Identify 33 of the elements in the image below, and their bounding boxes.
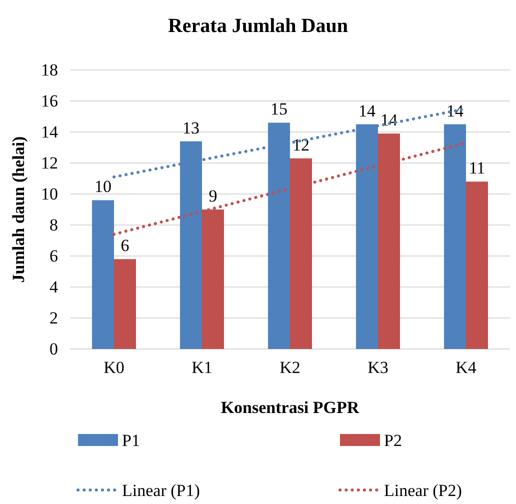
y-tick-label: 18 (41, 60, 58, 80)
y-tick-label: 2 (50, 308, 58, 328)
bar (466, 182, 488, 349)
y-tick-label: 12 (41, 153, 58, 172)
bar (114, 259, 136, 349)
y-tick-label: 10 (41, 184, 58, 204)
x-axis-title: Konsentrasi PGPR (220, 398, 360, 417)
data-label: 10 (94, 177, 112, 196)
y-tick-label: 6 (50, 246, 58, 266)
legend-label: P1 (122, 431, 140, 450)
x-tick-label: K1 (192, 358, 212, 378)
data-label: 15 (270, 100, 288, 119)
x-tick-label: K3 (368, 358, 388, 378)
chart-title: Rerata Jumlah Daun (168, 15, 348, 37)
x-tick-label: K4 (456, 358, 477, 378)
data-label: 13 (182, 118, 200, 138)
data-label: 11 (468, 158, 486, 178)
x-tick-label: K2 (280, 358, 300, 378)
data-label: 9 (208, 186, 218, 206)
bar (444, 124, 466, 349)
y-axis-title: Jumlah daun (helai) (9, 136, 28, 283)
y-tick-label: 16 (41, 91, 58, 110)
legend-label: Linear (P2) (384, 481, 462, 500)
data-label: 6 (120, 236, 130, 256)
y-tick-label: 14 (41, 122, 58, 142)
y-tick-label: 4 (50, 277, 58, 296)
data-label: 14 (358, 101, 376, 120)
legend-label: P2 (384, 431, 402, 450)
y-tick-label: 8 (50, 215, 58, 234)
y-tick-label: 0 (50, 339, 58, 358)
x-tick-label: K0 (104, 358, 124, 378)
bar (92, 200, 114, 349)
legend-label: Linear (P1) (122, 481, 200, 500)
